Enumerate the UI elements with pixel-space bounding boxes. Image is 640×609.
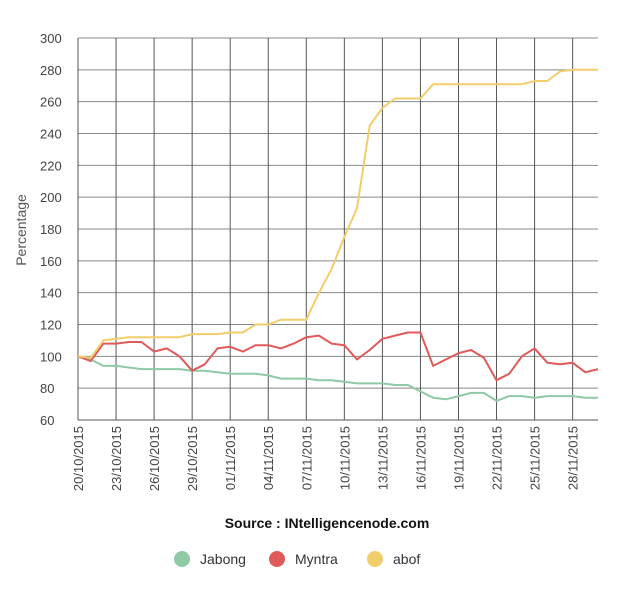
y-tick-label: 240 xyxy=(40,127,62,142)
x-tick-label: 20/10/2015 xyxy=(71,426,86,491)
y-tick-label: 80 xyxy=(40,381,54,396)
y-tick-label: 140 xyxy=(40,286,62,301)
legend-label-jabong: Jabong xyxy=(200,551,246,567)
y-tick-label: 100 xyxy=(40,349,62,364)
legend-marker-jabong xyxy=(174,551,190,567)
x-tick-label: 10/11/2015 xyxy=(337,426,352,490)
legend-marker-myntra xyxy=(269,551,285,567)
x-tick-label: 29/10/2015 xyxy=(185,426,200,491)
x-tick-label: 25/11/2015 xyxy=(528,426,543,490)
source-caption: Source : INtelligencenode.com xyxy=(225,515,430,531)
series-line-myntra xyxy=(77,331,599,382)
x-tick-label: 19/11/2015 xyxy=(451,426,466,490)
x-tick-label: 26/10/2015 xyxy=(147,426,162,491)
x-tick-label: 07/11/2015 xyxy=(299,426,314,490)
legend-label-abof: abof xyxy=(393,551,420,567)
x-tick-label: 22/11/2015 xyxy=(490,426,505,490)
x-tick-label: 28/11/2015 xyxy=(566,426,581,490)
y-tick-label: 180 xyxy=(40,222,62,237)
y-tick-label: 120 xyxy=(40,318,62,333)
series-lines xyxy=(77,68,599,402)
grid xyxy=(77,37,598,421)
legend: Jabong Myntra abof xyxy=(174,551,420,567)
legend-marker-abof xyxy=(367,551,383,567)
y-tick-label: 260 xyxy=(40,95,62,110)
y-tick-label: 60 xyxy=(40,413,54,428)
y-tick-label: 220 xyxy=(40,158,62,173)
y-tick-label: 160 xyxy=(40,254,62,269)
y-tick-label: 200 xyxy=(40,190,62,205)
y-tick-label: 280 xyxy=(40,63,62,78)
x-tick-label: 13/11/2015 xyxy=(375,426,390,490)
x-axis-ticks: 20/10/2015 23/10/2015 26/10/2015 29/10/2015… xyxy=(71,426,581,491)
x-tick-label: 16/11/2015 xyxy=(413,426,428,490)
y-axis-ticks: 60 80 100 120 140 160 180 200 220 240 260 280 300 xyxy=(40,31,62,428)
series-line-jabong xyxy=(77,355,598,402)
x-tick-label: 04/11/2015 xyxy=(261,426,276,490)
y-tick-label: 300 xyxy=(40,31,62,46)
legend-label-myntra: Myntra xyxy=(295,551,338,567)
y-axis-title: Percentage xyxy=(13,194,29,266)
series-line-abof xyxy=(77,68,598,359)
x-tick-label: 23/10/2015 xyxy=(109,426,124,491)
x-tick-label: 01/11/2015 xyxy=(223,426,238,490)
